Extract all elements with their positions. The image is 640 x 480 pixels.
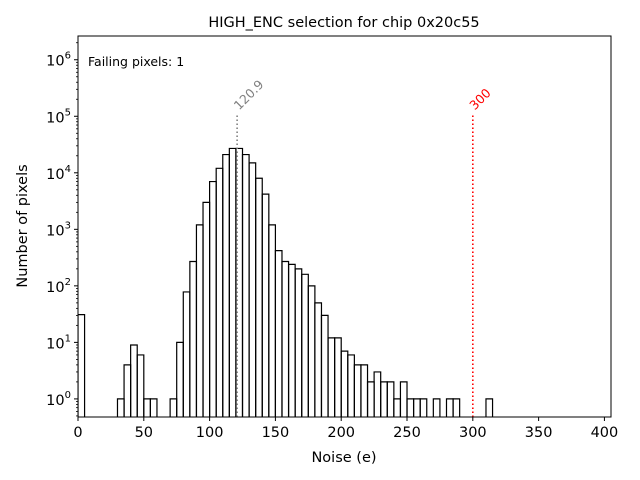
x-tick-label: 400	[591, 425, 619, 441]
x-tick-label: 150	[262, 425, 290, 441]
histogram-bin	[78, 314, 86, 417]
histogram-bin	[419, 398, 428, 417]
y-axis-label: Number of pixels	[15, 164, 31, 287]
x-tick-label: 100	[196, 425, 224, 441]
histogram-bin	[143, 398, 151, 417]
y-tick-exponent: 4	[65, 164, 71, 175]
y-tick-label: 106	[46, 51, 71, 70]
x-tick-label: 200	[327, 425, 355, 441]
x-tick-label: 250	[393, 425, 421, 441]
x-tick-label: 300	[459, 425, 487, 441]
histogram-bin	[149, 398, 158, 417]
histogram-bin	[116, 398, 125, 417]
y-tick-base: 10	[46, 280, 64, 296]
chart-title: HIGH_ENC selection for chip 0x20c55	[208, 15, 479, 31]
y-tick-base: 10	[46, 393, 64, 409]
histogram-bin	[406, 398, 415, 417]
histogram-bin	[169, 398, 178, 417]
histogram-bin	[366, 381, 375, 417]
histogram-bin	[123, 364, 132, 417]
y-tick-exponent: 5	[65, 107, 71, 118]
histogram-bin	[485, 398, 494, 417]
y-tick-base: 10	[46, 223, 64, 239]
y-tick-base: 10	[46, 167, 64, 183]
y-tick-exponent: 6	[65, 51, 71, 62]
histogram-bin	[360, 364, 369, 417]
histogram-bin	[412, 398, 421, 417]
histogram-bin	[445, 398, 454, 417]
y-tick-exponent: 3	[65, 220, 71, 231]
y-tick-label: 102	[46, 277, 71, 296]
y-tick-base: 10	[46, 336, 64, 352]
y-tick-base: 10	[46, 110, 64, 126]
plot-frame	[77, 35, 612, 418]
histogram-bin	[452, 398, 461, 417]
y-tick-label: 103	[46, 220, 71, 239]
x-tick-label: 0	[73, 425, 82, 441]
y-tick-base: 10	[46, 54, 64, 70]
histogram-bin	[373, 371, 382, 417]
y-tick-label: 104	[46, 164, 71, 183]
x-tick-label: 50	[135, 425, 153, 441]
histogram-bin	[386, 381, 395, 417]
y-tick-label: 100	[46, 390, 71, 409]
x-tick-label: 350	[525, 425, 553, 441]
histogram-bin	[353, 364, 362, 417]
y-tick-label: 105	[46, 107, 71, 126]
failing-pixels-annotation: Failing pixels: 1	[88, 54, 184, 69]
histogram-bin	[399, 381, 408, 417]
histogram-bin	[393, 398, 402, 417]
y-tick-exponent: 0	[65, 390, 71, 401]
x-axis-label: Noise (e)	[311, 450, 376, 466]
histogram-bin	[432, 398, 441, 417]
histogram-bin	[380, 381, 388, 417]
y-tick-exponent: 2	[65, 277, 71, 288]
y-tick-exponent: 1	[65, 333, 71, 344]
y-tick-label: 101	[46, 333, 71, 352]
histogram-bins	[78, 147, 494, 417]
